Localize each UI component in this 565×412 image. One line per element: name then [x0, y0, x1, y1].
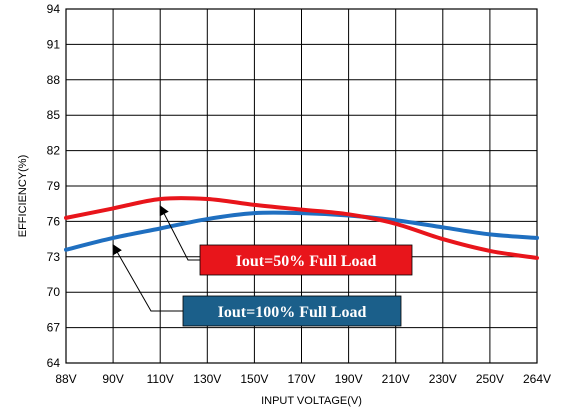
- y-tick-label: 67: [47, 321, 61, 335]
- annotation-label-1: Iout=100% Full Load: [218, 304, 367, 321]
- y-tick-label: 91: [47, 37, 61, 51]
- x-tick-label: 130V: [193, 372, 221, 386]
- y-tick-label: 76: [47, 214, 61, 228]
- annotation-box-1: [182, 295, 402, 327]
- x-tick-label: 210V: [382, 372, 410, 386]
- y-tick-label: 85: [47, 108, 61, 122]
- annotation-leader-1: [112, 244, 183, 312]
- x-axis-title: INPUT VOLTAGE(V): [261, 395, 362, 407]
- y-tick-label: 73: [47, 250, 61, 264]
- y-tick-label: 64: [47, 356, 61, 370]
- y-tick-label: 94: [47, 2, 61, 16]
- x-tick-label: 190V: [335, 372, 363, 386]
- annotation-box-0: [199, 244, 413, 276]
- x-tick-label: 88V: [55, 372, 76, 386]
- y-tick-label: 70: [47, 285, 61, 299]
- x-tick-label: 230V: [429, 372, 457, 386]
- x-tick-label: 170V: [287, 372, 315, 386]
- y-tick-label: 82: [47, 144, 61, 158]
- y-axis-title: EFFICIENCY(%): [17, 155, 29, 238]
- annotation-label-0: Iout=50% Full Load: [236, 253, 377, 270]
- y-tick-label: 88: [47, 73, 61, 87]
- series-line-0: [64, 196, 539, 260]
- x-tick-label: 110V: [147, 372, 174, 386]
- x-tick-label: 150V: [240, 372, 268, 386]
- y-tick-label: 79: [47, 179, 61, 193]
- x-tick-label: 250V: [476, 372, 504, 386]
- series-line-1: [64, 210, 539, 252]
- x-tick-label: 264V: [523, 372, 551, 386]
- plot-border: [65, 8, 538, 364]
- annotation-leader-0: [159, 205, 200, 261]
- x-tick-label: 90V: [102, 372, 123, 386]
